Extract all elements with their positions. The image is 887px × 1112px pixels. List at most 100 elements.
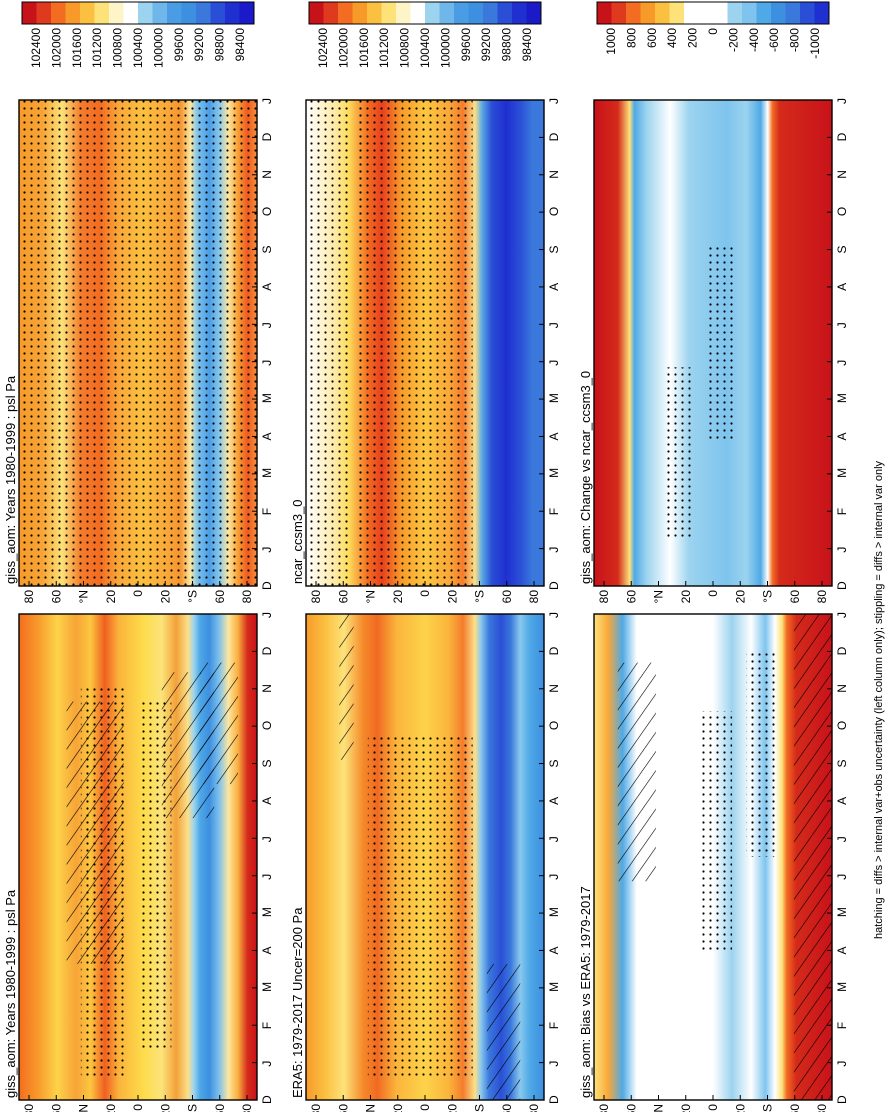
colorbar-swatch [785,2,801,24]
month-tick-label: J [260,1061,274,1067]
lat-tick-label: 80 [240,1104,254,1112]
stippling-region [665,367,694,538]
colorbar-swatch [152,2,168,24]
stippling-region [698,711,733,955]
month-tick-label: M [260,907,274,917]
colorbar-tick-label: 102400 [316,28,330,68]
panel-title: giss_aom: Years 1980-1999 : psl Pa [3,375,18,584]
month-tick-label: D [547,1095,561,1104]
colorbar-tick-label: 100400 [131,28,145,68]
panel-2: giss_aom: Years 1980-1999 : psl Pa 80 60 °N… [3,1,274,604]
colorbar-swatch [727,2,743,24]
panel-title: ncar_ccsm3_0 [290,499,305,584]
colorbar-swatch [51,2,66,24]
month-tick-label: S [547,760,561,768]
colorbar-tick-label: 101600 [357,28,371,68]
lat-tick-label: 20 [104,590,118,604]
colorbar-swatch [123,2,139,24]
colorbar-frame [308,1,542,25]
month-tick-label: N [835,684,849,693]
month-tick-label: N [547,170,561,179]
colorbar-swatch [65,2,81,24]
lat-tick-label: 20 [445,590,459,604]
colorbar-tick-label: 98800 [213,28,227,62]
colorbar-swatch [80,2,95,24]
colorbar-swatch [713,2,728,24]
colorbar-tick-label: 101200 [377,28,391,68]
lat-tick-label: 80 [815,1104,829,1112]
colorbar-tick-label: 100800 [111,28,125,68]
month-tick-label: J [547,874,561,880]
lat-tick-label: °S [761,590,775,603]
lat-tick-label: 80 [309,1104,323,1112]
lat-tick-label: °N [652,1104,666,1112]
colorbar-swatch [698,2,714,24]
panel-title: giss_aom: Bias vs ERA5: 1979-2017 [578,886,593,1098]
colorbar-swatch [800,2,815,24]
lat-tick-label: 0 [706,1104,720,1111]
month-tick-label: N [260,170,274,179]
colorbar-tick-label: -400 [747,28,761,52]
stippling-region [306,100,349,586]
colorbar-swatch [684,2,699,24]
month-tick-label: A [835,283,849,291]
month-tick-label: N [260,684,274,693]
panel-6: giss_aom: Change vs ncar_ccsm3_0 80 60 °N 20… [578,1,849,604]
colorbar-swatch [338,2,353,24]
colorbar-swatch [167,2,182,24]
lat-tick-label: 20 [445,1104,459,1112]
colorbar-tick-label: 98800 [500,28,514,62]
month-tick-label: J [260,98,274,104]
lat-tick-label: 80 [527,1104,541,1112]
month-tick-label: D [547,132,561,141]
month-tick-label: M [835,393,849,403]
lat-tick-label: 80 [527,590,541,604]
month-tick-label: O [260,721,274,730]
colorbar-tick-label: -800 [788,28,802,52]
month-tick-label: O [835,207,849,216]
colorbar-swatch [626,2,641,24]
lat-tick-label: °N [77,1104,91,1112]
month-tick-label: M [260,393,274,403]
month-tick-label: A [547,797,561,805]
colorbar-swatch [22,2,37,24]
stippling-region [367,735,473,1076]
month-tick-label: J [547,836,561,842]
lat-tick-label: 60 [788,1104,802,1112]
month-tick-label: A [835,432,849,440]
month-tick-label: S [260,760,274,768]
lat-tick-label: 80 [815,590,829,604]
month-tick-label: O [547,721,561,730]
colorbar-tick-label: 200 [686,28,700,48]
month-tick-label: A [260,432,274,440]
lat-tick-label: 20 [733,1104,747,1112]
month-tick-label: J [835,612,849,618]
lat-tick-label: °N [652,590,666,603]
month-tick-label: J [547,547,561,553]
colorbar-swatch [323,2,339,24]
lat-tick-label: °S [473,590,487,603]
lat-tick-label: 20 [679,590,693,604]
colorbar-tick-label: 100000 [151,28,165,68]
month-tick-label: A [547,432,561,440]
lat-tick-label: 60 [788,590,802,604]
month-tick-label: A [547,946,561,954]
month-tick-label: J [835,874,849,880]
hatching-region [339,614,354,760]
colorbar-tick-label: -600 [767,28,781,52]
colorbar-swatch [439,2,455,24]
month-tick-label: S [547,246,561,254]
lat-tick-label: 20 [679,1104,693,1112]
colorbar-swatch [655,2,670,24]
stippling-region [358,100,473,586]
month-tick-label: M [547,907,561,917]
lat-tick-label: 80 [597,590,611,604]
month-tick-label: D [260,646,274,655]
lat-tick-label: 0 [418,1104,432,1111]
month-tick-label: D [260,581,274,590]
colorbar-swatch [94,2,110,24]
colorbar-tick-label: 99600 [459,28,473,62]
lat-tick-label: 0 [131,1104,145,1111]
colorbar-tick-label: 102000 [336,28,350,68]
colorbar-tick-label: 800 [624,28,638,48]
